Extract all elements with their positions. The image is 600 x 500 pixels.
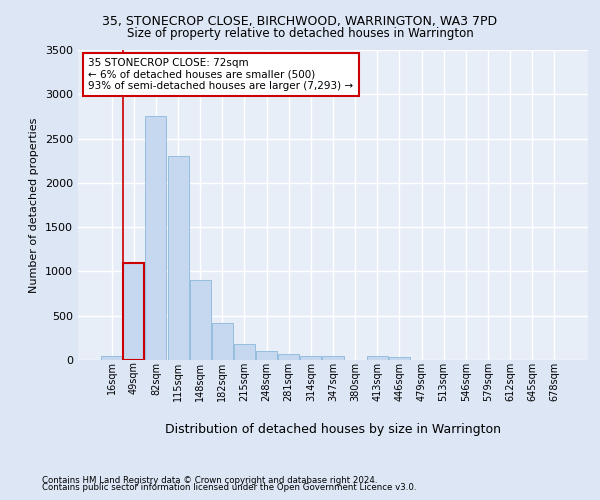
Text: Size of property relative to detached houses in Warrington: Size of property relative to detached ho… [127, 28, 473, 40]
Bar [190, 280, 211, 360]
Bar [212, 323, 233, 360]
Bar [389, 358, 410, 360]
Bar [124, 262, 145, 360]
Bar [256, 351, 277, 360]
Bar [322, 356, 344, 360]
Bar [234, 344, 255, 360]
Bar [101, 356, 122, 360]
Text: 35, STONECROP CLOSE, BIRCHWOOD, WARRINGTON, WA3 7PD: 35, STONECROP CLOSE, BIRCHWOOD, WARRINGT… [103, 15, 497, 28]
Bar [145, 116, 166, 360]
Bar [278, 354, 299, 360]
Text: Contains HM Land Registry data © Crown copyright and database right 2024.: Contains HM Land Registry data © Crown c… [42, 476, 377, 485]
Bar [167, 156, 188, 360]
Y-axis label: Number of detached properties: Number of detached properties [29, 118, 40, 292]
Bar [367, 356, 388, 360]
Text: Contains public sector information licensed under the Open Government Licence v3: Contains public sector information licen… [42, 484, 416, 492]
Text: 35 STONECROP CLOSE: 72sqm
← 6% of detached houses are smaller (500)
93% of semi-: 35 STONECROP CLOSE: 72sqm ← 6% of detach… [88, 58, 353, 91]
Text: Distribution of detached houses by size in Warrington: Distribution of detached houses by size … [165, 422, 501, 436]
Bar [301, 356, 322, 360]
